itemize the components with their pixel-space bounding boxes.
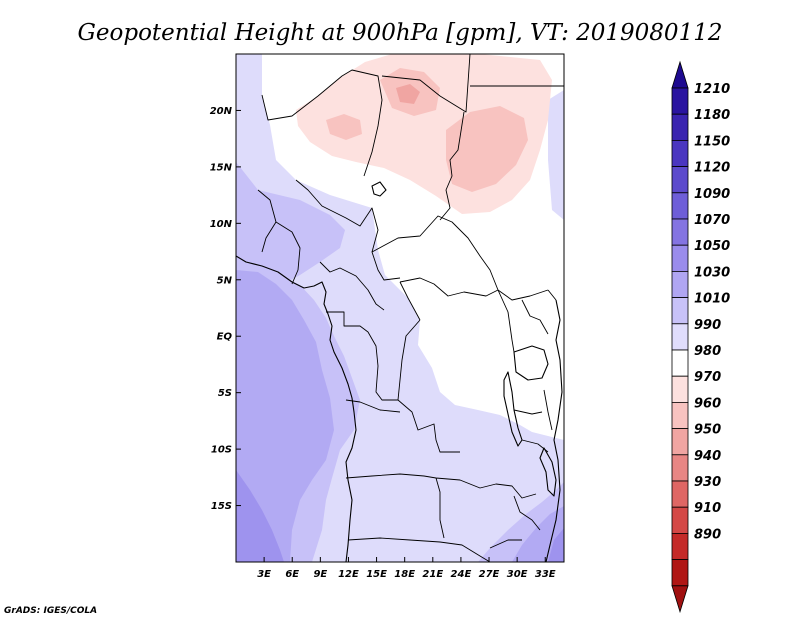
sahara-border <box>381 54 471 113</box>
west-africa-internal-borders <box>257 189 385 311</box>
band-1050-1070 <box>236 270 334 562</box>
colorbar-label: 1010 <box>694 292 730 307</box>
colorbar-segment <box>671 244 689 272</box>
colorbar-segment <box>671 192 689 220</box>
southern-africa-borders <box>347 495 541 562</box>
colorbar-label: 1210 <box>694 82 730 97</box>
car-border <box>371 215 499 297</box>
band-1030-1050 <box>236 162 345 298</box>
lake-tanganyika <box>503 371 523 447</box>
colorbar-label: 910 <box>694 501 721 516</box>
colorbar-segment <box>671 139 689 167</box>
east-africa-coastline <box>545 299 563 562</box>
colorbar-label: 940 <box>694 449 721 464</box>
band-1070-1090 <box>236 470 284 562</box>
lake-chad <box>371 181 387 197</box>
colorbar-bottom-arrow <box>671 585 689 614</box>
colorbar-segment <box>671 270 689 298</box>
colorbar-segment <box>671 559 689 587</box>
colorbar-segment <box>671 428 689 456</box>
lon-tick-label: 3E <box>257 569 271 580</box>
longitude-axis: 3E 6E 9E 12E 15E 18E 21E 24E 27E 30E 33E <box>257 557 556 580</box>
colorbar-segment <box>671 297 689 325</box>
lon-tick-label: 15E <box>366 569 387 580</box>
colorbar: 1210 1180 1150 1120 1090 1070 1050 1030 1010 990 9… <box>671 60 730 614</box>
congo-gabon-borders <box>326 311 460 453</box>
band-1050-1070-southeast <box>512 506 564 562</box>
lon-tick-label: 18E <box>394 569 415 580</box>
lon-tick-label: 33E <box>535 569 556 580</box>
band-970-980-west <box>326 114 362 140</box>
band-960-970 <box>396 84 420 104</box>
colorbar-label: 1180 <box>694 108 730 123</box>
lat-tick-label: 5S <box>218 388 232 399</box>
colorbar-segment <box>671 480 689 508</box>
colorbar-label: 1120 <box>694 161 730 176</box>
colorbar-segment <box>671 506 689 534</box>
band-970-980-east <box>446 106 528 192</box>
lon-tick-label: 27E <box>479 569 500 580</box>
geopotential-shading <box>236 54 564 562</box>
colorbar-label: 1050 <box>694 239 730 254</box>
map-frame <box>235 53 565 563</box>
band-1070-1090-southeast <box>548 528 564 562</box>
colorbar-label: 1070 <box>694 213 730 228</box>
colorbar-label: 990 <box>694 318 721 333</box>
lon-tick-label: 21E <box>422 569 443 580</box>
lake-malawi <box>539 447 557 497</box>
chad-sudan-border <box>439 111 465 221</box>
lat-tick-label: 15S <box>211 501 232 512</box>
colorbar-label: 890 <box>694 527 721 542</box>
colorbar-segment <box>671 166 689 194</box>
latitude-axis: 20N 15N 10N 5N EQ 5S 10S 15S <box>210 106 241 512</box>
colorbar-segment <box>671 375 689 403</box>
colorbar-label: 970 <box>694 370 721 385</box>
colorbar-segment <box>671 454 689 482</box>
colorbar-segment <box>671 87 689 115</box>
east-africa-borders <box>513 299 553 453</box>
nigeria-cameroon-border <box>295 179 401 281</box>
lon-tick-label: 30E <box>507 569 528 580</box>
lon-tick-label: 24E <box>451 569 472 580</box>
map-panel <box>236 54 564 562</box>
colorbar-label: 1090 <box>694 187 730 202</box>
colorbar-segment <box>671 218 689 246</box>
lat-tick-label: 10N <box>210 219 233 230</box>
colorbar-segment <box>671 533 689 561</box>
west-africa-coastline <box>236 255 357 562</box>
coastlines-and-borders <box>236 54 564 562</box>
lake-victoria <box>513 345 549 381</box>
credit-text: GrADS: IGES/COLA <box>4 606 97 616</box>
colorbar-label: 950 <box>694 423 721 438</box>
lat-tick-label: 5N <box>217 275 233 286</box>
drc-borders <box>397 281 557 401</box>
lon-tick-label: 6E <box>285 569 299 580</box>
colorbar-label: 1030 <box>694 265 730 280</box>
lat-tick-label: 15N <box>210 162 233 173</box>
colorbar-segment <box>671 401 689 429</box>
lon-tick-label: 12E <box>338 569 359 580</box>
band-1010-1030-east-patch <box>548 90 564 220</box>
colorbar-labels: 1210 1180 1150 1120 1090 1070 1050 1030 1010 990 9… <box>694 82 730 542</box>
lat-tick-label: 20N <box>210 106 233 117</box>
colorbar-top-arrow <box>671 60 689 89</box>
sahel-border-north <box>261 69 383 177</box>
angola-zambia-borders <box>345 399 537 539</box>
lat-tick-label: 10S <box>211 445 232 456</box>
colorbar-label: 960 <box>694 396 721 411</box>
map-title: Geopotential Height at 900hPa [gpm], VT:… <box>78 20 723 46</box>
colorbar-label: 980 <box>694 344 721 359</box>
colorbar-segment <box>671 323 689 351</box>
colorbar-segment <box>671 349 689 377</box>
lat-tick-label: EQ <box>217 332 233 343</box>
colorbar-segments <box>671 87 689 587</box>
colorbar-label: 930 <box>694 475 721 490</box>
colorbar-label: 1150 <box>694 134 730 149</box>
lon-tick-label: 9E <box>313 569 327 580</box>
colorbar-segment <box>671 113 689 141</box>
